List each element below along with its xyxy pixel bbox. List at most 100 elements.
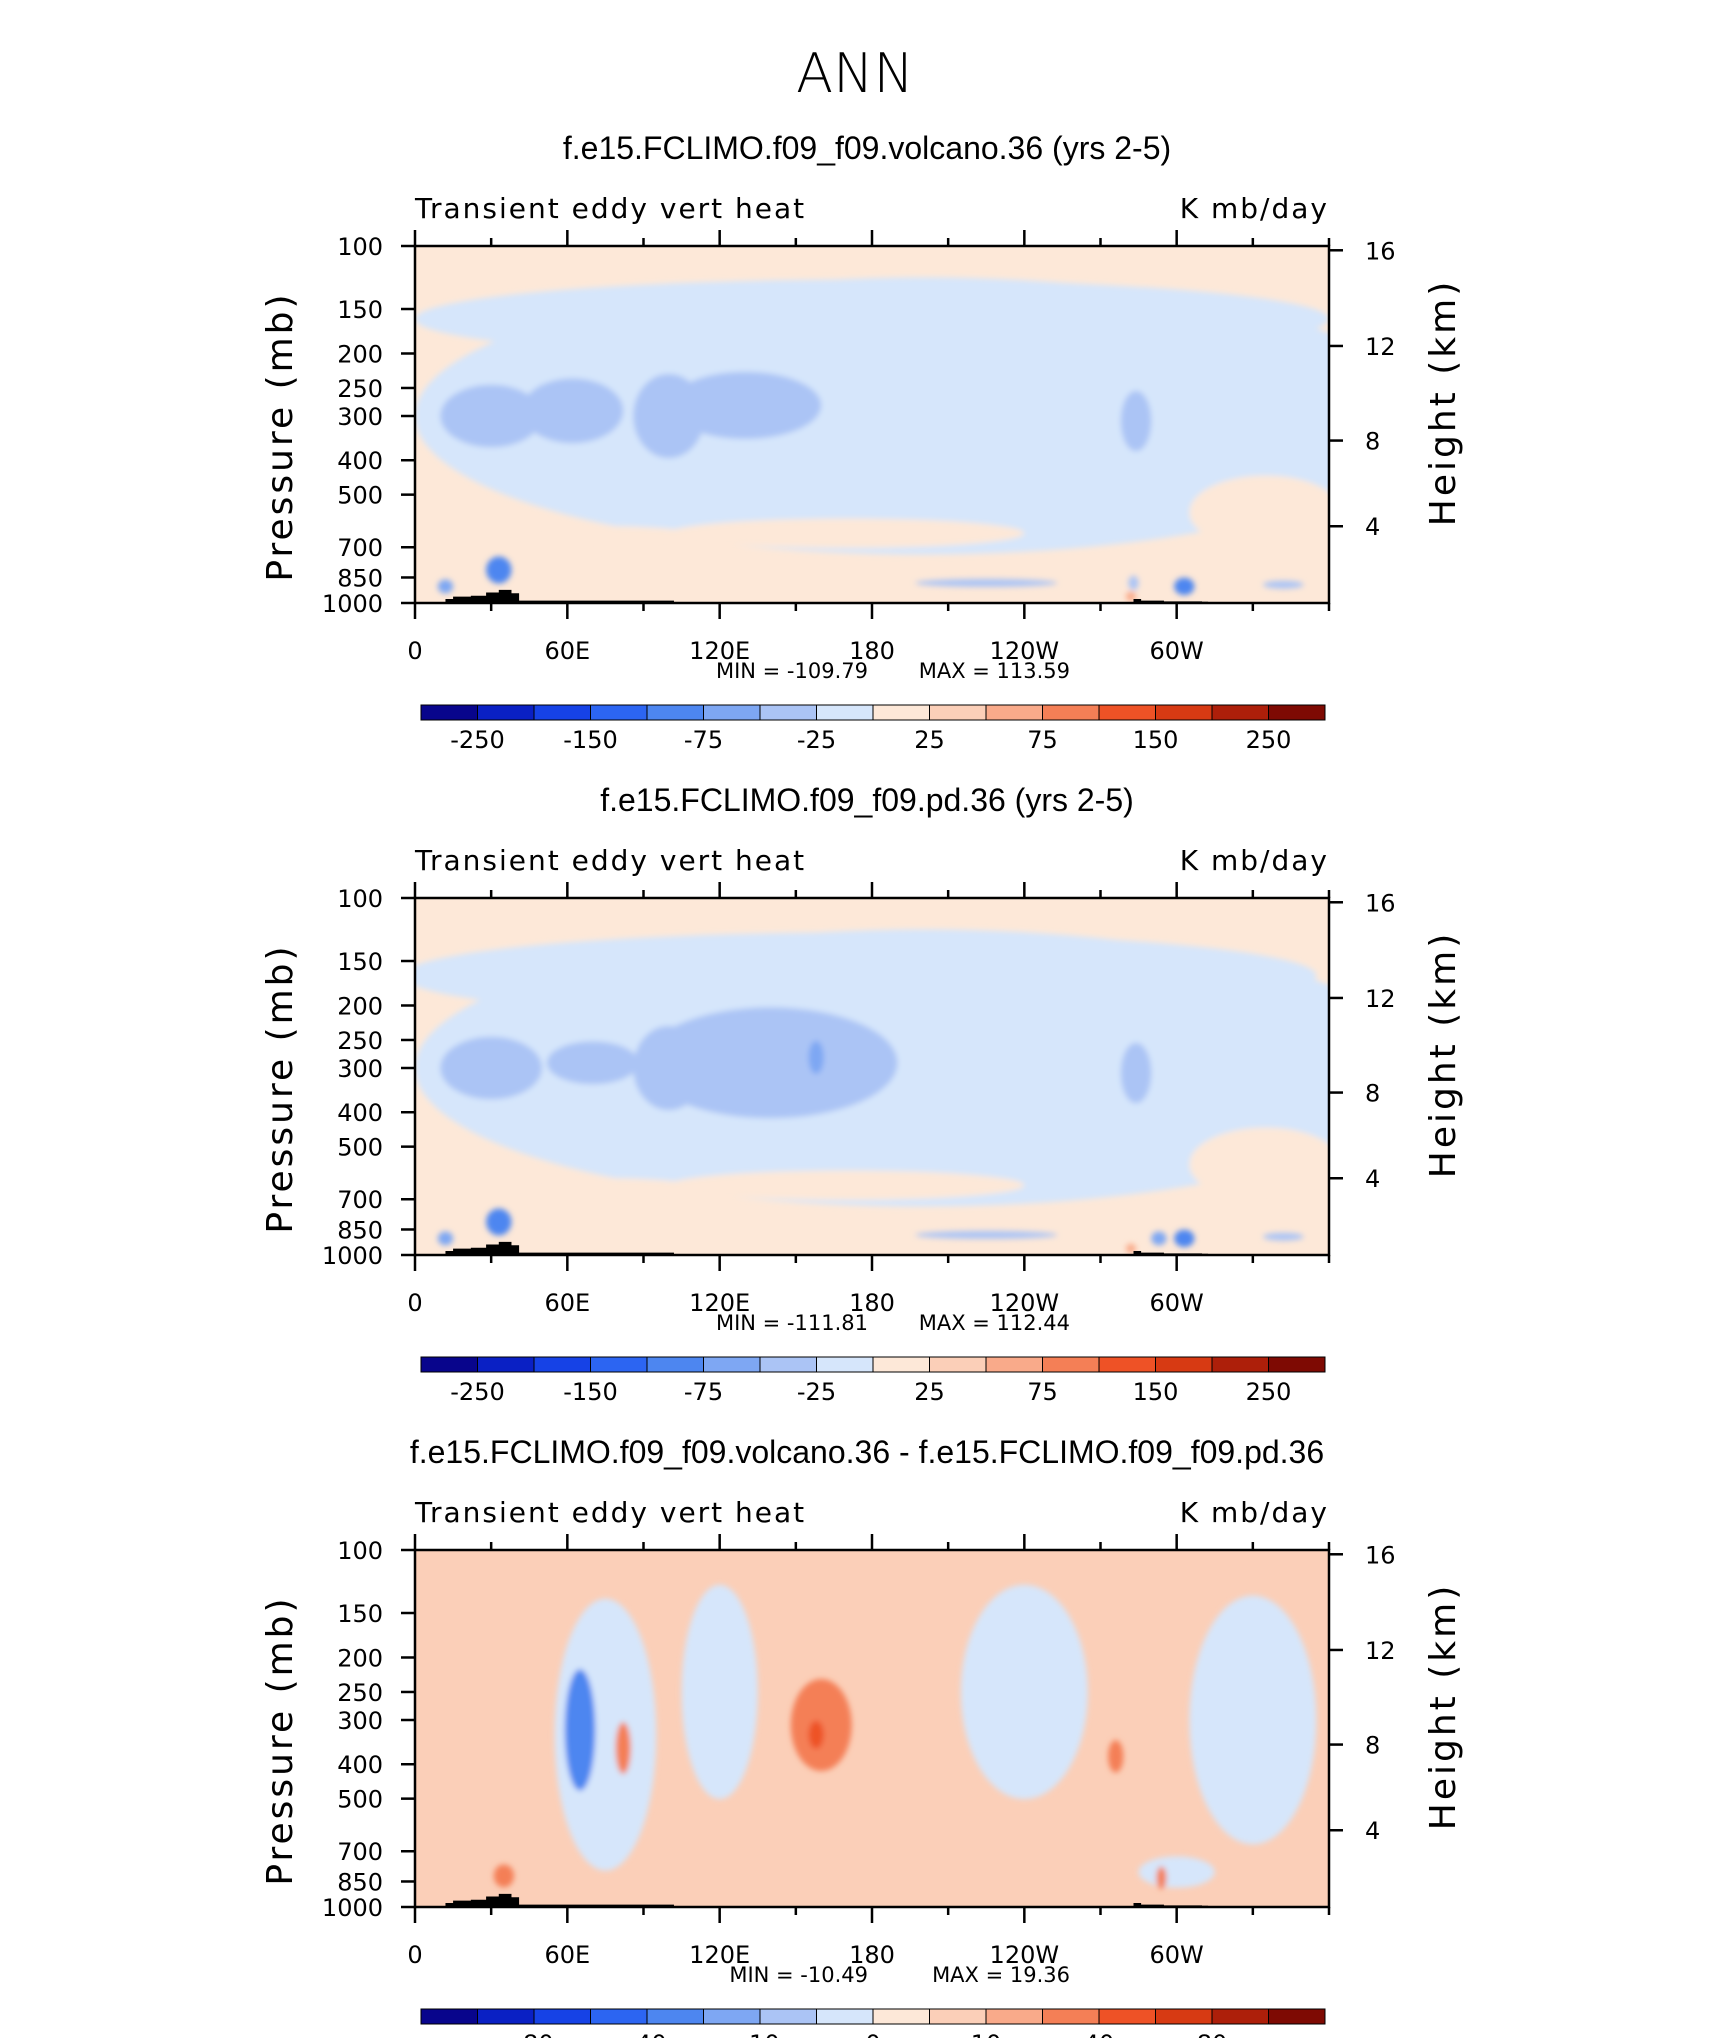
max-label: MAX = 113.59	[919, 659, 1070, 683]
height-tick-label: 8	[1365, 1732, 1380, 1760]
y-tick-label: 400	[337, 1751, 383, 1779]
contour-region-3	[521, 378, 624, 444]
min-label: MIN = -111.81	[716, 1311, 868, 1335]
y-tick-label: 500	[337, 482, 383, 510]
colorbar-swatch	[477, 704, 535, 721]
colorbar-label: 10	[971, 2030, 1002, 2038]
contour-region-2	[440, 1036, 542, 1100]
colorbar-swatch	[1042, 704, 1100, 721]
x-tick-label: 60E	[544, 1289, 590, 1317]
contour-region-2	[440, 384, 542, 448]
contour-region-5	[668, 371, 822, 439]
y-tick-label: 400	[337, 1099, 383, 1127]
y-tick-label: 150	[337, 296, 383, 324]
colorbar-swatch	[703, 704, 761, 721]
contour-region-15	[915, 1230, 1058, 1239]
y-tick-label: 200	[337, 1644, 383, 1672]
panel-2: f.e15.FCLIMO.f09_f09.pd.36 (yrs 2-5) Tran…	[260, 782, 1464, 1406]
contour-region-6	[1120, 390, 1152, 452]
y-tick-label: 300	[337, 403, 383, 431]
x-tick-label: 0	[407, 637, 422, 665]
height-tick-label: 12	[1365, 333, 1396, 361]
colorbar-swatch	[1042, 2008, 1100, 2025]
colorbar-label: 150	[1133, 726, 1179, 754]
x-tick-label: 180	[849, 637, 895, 665]
colorbar-label: 150	[1133, 1378, 1179, 1406]
colorbar: -80 -40 -10 0 10 40 80	[420, 2008, 1326, 2038]
colorbar-label: -25	[797, 1378, 836, 1406]
field-label: Transient eddy vert heat	[414, 844, 806, 877]
y-axis-label: Pressure (mb)	[260, 943, 301, 1233]
colorbar-swatch	[477, 1356, 535, 1373]
terrain-mask	[445, 1241, 1209, 1255]
colorbar-label: -150	[563, 1378, 617, 1406]
colorbar-label: -40	[627, 2030, 666, 2038]
contour-region-10	[486, 556, 512, 584]
colorbar-swatch	[533, 2008, 591, 2025]
y-tick-label: 150	[337, 1600, 383, 1628]
height-tick-label: 8	[1365, 1080, 1380, 1108]
y-axis-label: Pressure (mb)	[260, 1595, 301, 1885]
height-tick-label: 4	[1365, 513, 1380, 541]
contour-region-8	[503, 526, 707, 550]
height-tick-label: 12	[1365, 1637, 1396, 1665]
colorbar-swatch	[1155, 2008, 1213, 2025]
contour-region-3	[547, 1041, 639, 1085]
max-label: MAX = 19.36	[932, 1963, 1070, 1987]
height-axis-label: Height (km)	[1423, 931, 1464, 1178]
x-tick-label: 180	[849, 1941, 895, 1969]
y-tick-label: 700	[337, 1186, 383, 1214]
contour-region-16	[1262, 1232, 1304, 1241]
height-tick-label: 16	[1365, 237, 1396, 265]
contour-region-12	[1174, 577, 1195, 596]
contour-region-11	[437, 579, 454, 594]
contour-region-13	[1128, 575, 1139, 591]
y-tick-label: 500	[337, 1134, 383, 1162]
units-label: K mb/day	[1180, 192, 1329, 225]
colorbar-swatch	[759, 1356, 817, 1373]
height-tick-label: 4	[1365, 1817, 1380, 1845]
colorbar-label: 75	[1027, 1378, 1058, 1406]
contour-region-13	[1174, 1229, 1195, 1248]
contour-region-10	[1189, 1127, 1329, 1202]
field-label: Transient eddy vert heat	[414, 192, 806, 225]
y-tick-label: 100	[337, 233, 383, 261]
colorbar-swatch	[646, 2008, 704, 2025]
colorbar-swatch	[816, 704, 874, 721]
contour-region-5	[564, 1669, 596, 1791]
colorbar-swatch	[1155, 704, 1213, 721]
contour-region-15	[1262, 580, 1304, 589]
colorbar-swatch	[1098, 704, 1156, 721]
colorbar: -250 -150 -75 -25 25 75 150 250	[420, 1356, 1326, 1406]
contour-region-9	[1189, 475, 1329, 550]
colorbar-swatch	[929, 1356, 987, 1373]
height-tick-label: 8	[1365, 428, 1380, 456]
y-tick-label: 200	[337, 340, 383, 368]
contour-region-14	[1151, 1231, 1167, 1246]
colorbar-swatch	[929, 2008, 987, 2025]
contour-field	[415, 898, 1329, 1255]
x-tick-label: 60W	[1150, 637, 1204, 665]
height-tick-label: 4	[1365, 1165, 1380, 1193]
contour-region-6	[808, 1040, 824, 1074]
contour-region-9	[615, 1722, 631, 1774]
contour-region-14	[915, 578, 1058, 587]
contour-region-6	[582, 1710, 593, 1740]
colorbar-swatch	[1211, 704, 1269, 721]
colorbar-swatch	[703, 2008, 761, 2025]
contour-region-8	[808, 1720, 824, 1749]
colorbar-swatch	[1155, 1356, 1213, 1373]
colorbar-swatch	[985, 704, 1043, 721]
colorbar: -250 -150 -75 -25 25 75 150 250	[420, 704, 1326, 754]
x-tick-label: 0	[407, 1289, 422, 1317]
terrain-mask	[445, 1893, 1209, 1907]
colorbar-label: -75	[684, 1378, 723, 1406]
units-label: K mb/day	[1180, 844, 1329, 877]
colorbar-swatch	[872, 2008, 930, 2025]
min-label: MIN = -109.79	[716, 659, 868, 683]
colorbar-label: 80	[1197, 2030, 1228, 2038]
colorbar-label: 75	[1027, 726, 1058, 754]
y-axis-label: Pressure (mb)	[260, 291, 301, 581]
contour-region-12	[437, 1231, 454, 1246]
colorbar-label: 40	[1084, 2030, 1115, 2038]
